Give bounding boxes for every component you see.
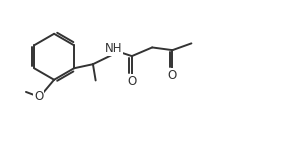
Text: O: O	[34, 90, 43, 103]
Text: O: O	[168, 69, 177, 82]
Text: NH: NH	[105, 42, 122, 55]
Text: O: O	[127, 75, 137, 88]
